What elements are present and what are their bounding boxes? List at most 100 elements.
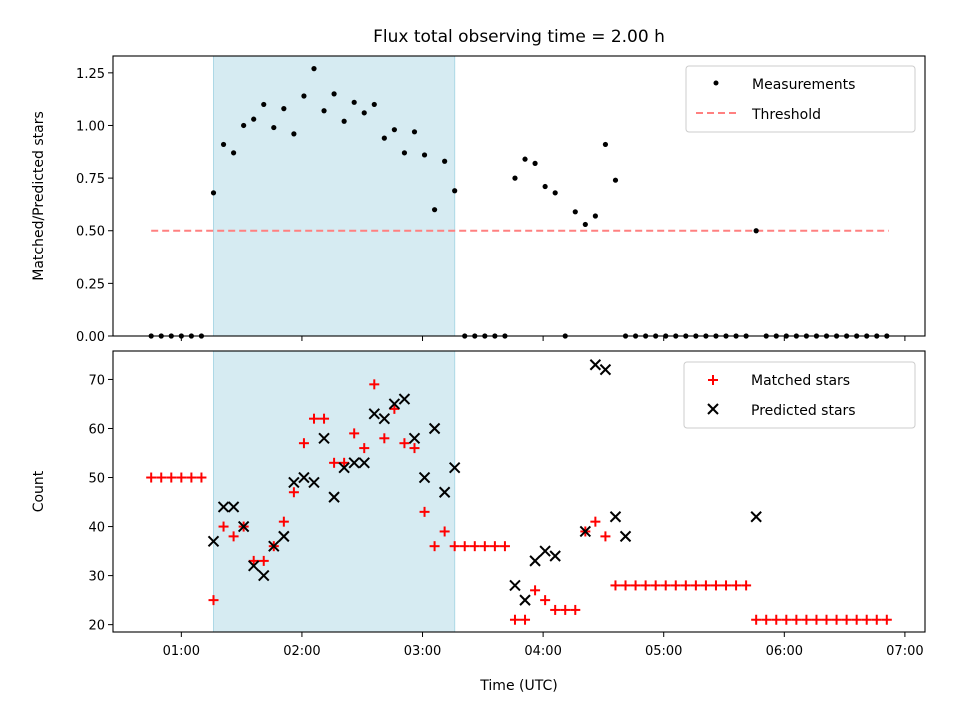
matched-star-point <box>670 580 681 591</box>
matched-star-point <box>329 457 340 468</box>
matched-star-point <box>851 614 862 625</box>
measurement-point <box>602 141 609 148</box>
matched-star-point <box>196 472 207 483</box>
matched-star-point <box>409 443 420 454</box>
matched-star-point <box>166 472 177 483</box>
measurement-point <box>381 135 387 141</box>
top-panel: 0.00 0.25 0.50 0.75 1.00 1.25 Matched/Predict… <box>31 55 926 345</box>
bottom-axis-ticks: 20 30 40 50 60 70 01:00 02:00 03:00 04:00 05:00 06:… <box>88 373 923 659</box>
measurement-point <box>421 152 428 158</box>
measurement-point <box>452 188 458 194</box>
measurement-point <box>351 99 357 105</box>
top-legend-box <box>685 65 916 133</box>
matched-star-point <box>751 614 762 625</box>
matched-star-point <box>429 541 440 552</box>
predicted-star-point <box>237 520 250 533</box>
predicted-star-point <box>438 486 451 498</box>
measurement-point <box>331 91 337 97</box>
measurement-point <box>251 116 257 122</box>
matched-star-point <box>228 531 239 542</box>
matched-star-point <box>520 614 531 625</box>
matched-star-point <box>861 614 872 625</box>
predicted-star-point <box>268 540 280 552</box>
matched-star-point <box>319 413 330 424</box>
matched-star-point <box>831 614 842 625</box>
measurement-point <box>210 190 217 196</box>
matched-star-point <box>550 604 561 615</box>
y-tick-label: 0.00 <box>76 330 105 345</box>
bottom-panel: 20 30 40 50 60 70 01:00 02:00 03:00 04:00 05:00 06:… <box>31 350 926 694</box>
predicted-star-point <box>428 422 441 435</box>
predicted-star-point <box>589 359 602 371</box>
predicted-star-point <box>579 525 592 538</box>
predicted-star-point <box>388 398 401 410</box>
legend-threshold-label: Threshold <box>751 107 821 123</box>
matched-star-point <box>369 379 380 390</box>
measurement-point <box>532 160 538 166</box>
matched-star-point <box>258 555 269 566</box>
predicted-star-point <box>609 511 622 523</box>
matched-star-point <box>419 506 430 517</box>
matched-star-point <box>186 472 197 483</box>
matched-star-point <box>278 516 289 527</box>
predicted-star-point <box>207 535 220 547</box>
measurement-point <box>522 156 528 162</box>
y-tick-label: 0.75 <box>76 172 105 187</box>
matched-star-point <box>630 580 641 591</box>
measurement-point <box>281 106 287 112</box>
matched-star-point <box>821 614 832 625</box>
matched-star-point <box>841 614 852 625</box>
y-tick-label: 1.25 <box>76 67 105 82</box>
y-tick-label: 60 <box>88 422 105 437</box>
matched-star-point <box>640 580 651 591</box>
matched-star-point <box>660 580 671 591</box>
matched-star-point <box>540 595 551 606</box>
matched-star-point <box>650 580 661 591</box>
legend-measurements-label: Measurements <box>752 77 855 93</box>
y-tick-label: 50 <box>88 472 105 487</box>
legend-matched-marker <box>708 375 718 385</box>
legend-predicted-marker <box>707 403 719 415</box>
predicted-star-point <box>529 555 541 567</box>
predicted-star-point <box>549 550 561 562</box>
matched-star-point <box>359 443 370 454</box>
predicted-star-point <box>227 501 240 513</box>
matched-star-point <box>881 614 892 625</box>
predicted-star-point <box>418 471 431 484</box>
predicted-star-point <box>619 530 632 543</box>
measurement-point <box>301 93 307 99</box>
y-tick-label: 30 <box>88 570 105 585</box>
predicted-star-point <box>318 432 330 444</box>
predicted-star-point <box>298 471 310 484</box>
x-tick-label: 04:00 <box>524 644 561 659</box>
predicted-star-point <box>368 408 380 420</box>
x-axis-label: Time (UTC) <box>479 678 557 694</box>
measurement-point <box>582 221 588 228</box>
measurement-point <box>220 141 227 148</box>
y-tick-label: 0.25 <box>76 277 105 292</box>
matched-star-point <box>288 487 299 498</box>
matched-star-point <box>298 438 309 449</box>
matched-star-point <box>489 541 500 552</box>
measurement-point <box>442 158 448 164</box>
matched-star-point <box>146 472 157 483</box>
predicted-star-point <box>398 393 411 405</box>
x-tick-label: 07:00 <box>886 644 923 659</box>
matched-star-point <box>731 580 742 591</box>
matched-star-point <box>741 580 752 591</box>
chart-title: Flux total observing time = 2.00 h <box>373 27 665 47</box>
predicted-star-point <box>378 412 391 425</box>
x-tick-label: 03:00 <box>404 644 441 659</box>
measurement-point <box>291 131 297 137</box>
measurement-point <box>542 183 548 190</box>
bottom-y-axis-label: Count <box>31 470 47 512</box>
matched-star-point <box>479 541 490 552</box>
matched-star-point <box>379 433 390 444</box>
observation-window-shade-bottom <box>212 350 456 633</box>
measurement-point <box>311 66 317 72</box>
x-tick-label: 05:00 <box>645 644 682 659</box>
matched-star-point <box>156 472 167 483</box>
x-tick-label: 02:00 <box>283 644 320 659</box>
predicted-star-point <box>278 530 290 543</box>
matched-star-point <box>218 521 229 532</box>
